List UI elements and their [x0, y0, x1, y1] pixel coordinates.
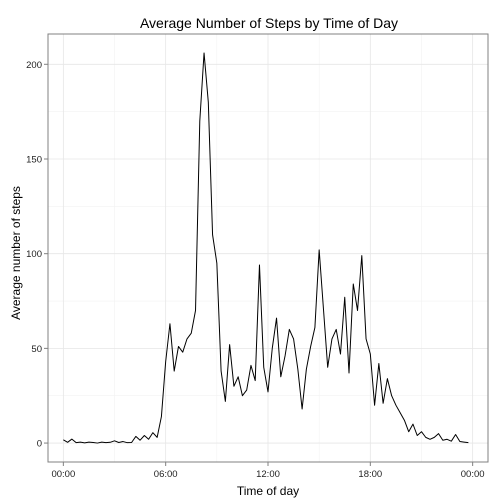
chart-title: Average Number of Steps by Time of Day: [140, 15, 398, 31]
grid: [48, 34, 488, 462]
y-tick-label: 150: [26, 154, 42, 165]
x-tick-label: 12:00: [256, 469, 280, 480]
y-axis-label: Average number of steps: [9, 186, 23, 320]
x-axis: 00:00 06:00 12:00 18:00 00:00: [51, 462, 485, 480]
y-tick-label: 50: [31, 344, 42, 355]
series-line: [63, 52, 469, 444]
x-tick-label: 18:00: [358, 469, 382, 480]
x-axis-label: Time of day: [237, 484, 299, 498]
x-tick-label: 00:00: [461, 469, 485, 480]
line-layer: [63, 52, 469, 444]
y-tick-label: 0: [37, 439, 42, 450]
y-tick-label: 100: [26, 249, 42, 260]
y-tick-label: 200: [26, 60, 42, 71]
x-tick-label: 06:00: [154, 469, 178, 480]
y-axis: 0 50 100 150 200: [26, 60, 48, 450]
x-tick-label: 00:00: [51, 469, 75, 480]
